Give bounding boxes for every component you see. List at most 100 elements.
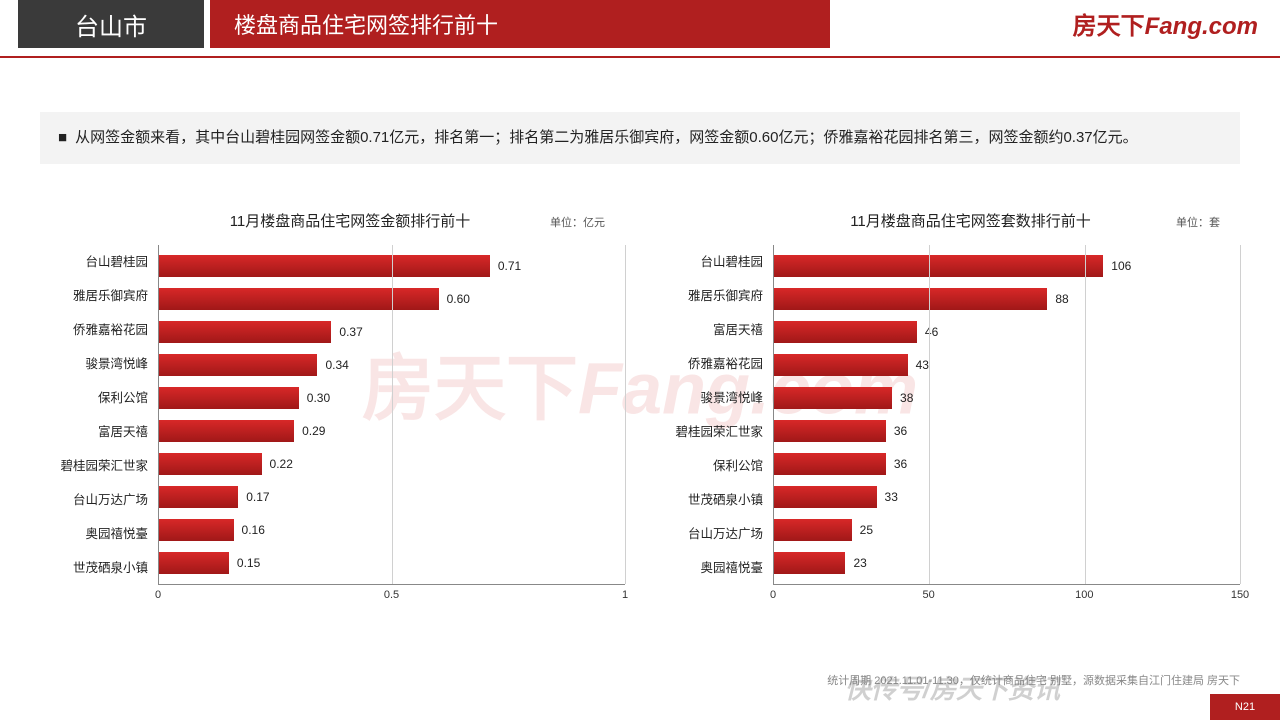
logo-cn: 房天下 xyxy=(1073,13,1145,40)
title-tab: 楼盘商品住宅网签排行前十 xyxy=(210,0,830,48)
xtick-label: 150 xyxy=(1231,589,1249,601)
bar xyxy=(159,519,234,541)
category-label: 碧桂园荣汇世家 xyxy=(655,418,763,446)
bar-value-label: 0.34 xyxy=(325,358,348,372)
bar-row: 33 xyxy=(774,483,1240,511)
bar xyxy=(159,453,262,475)
brand-logo: 房天下Fang.com xyxy=(1073,6,1258,41)
bar-row: 23 xyxy=(774,549,1240,577)
bar-value-label: 0.37 xyxy=(339,325,362,339)
city-tab: 台山市 xyxy=(18,0,204,48)
chart-right-ylabels: 台山碧桂园雅居乐御宾府富居天禧侨雅嘉裕花园骏景湾悦峰碧桂园荣汇世家保利公馆世茂硒… xyxy=(655,245,773,585)
bar xyxy=(774,255,1103,277)
bar xyxy=(774,420,886,442)
bottom-watermark: 快传号/房天下资讯 xyxy=(845,669,1060,706)
bar-row: 38 xyxy=(774,384,1240,412)
chart-left-bars-region: 0.710.600.370.340.300.290.220.170.160.15 xyxy=(158,245,625,585)
chart-right-unit: 单位：套 xyxy=(1176,214,1220,230)
summary-box: ■ 从网签金额来看，其中台山碧桂园网签金额0.71亿元，排名第一；排名第二为雅居乐… xyxy=(40,112,1240,164)
chart-left-plot: 台山碧桂园雅居乐御宾府侨雅嘉裕花园骏景湾悦峰保利公馆富居天禧碧桂园荣汇世家台山万… xyxy=(40,245,625,585)
category-label: 雅居乐御宾府 xyxy=(40,282,148,310)
bar-row: 36 xyxy=(774,450,1240,478)
bar-row: 43 xyxy=(774,351,1240,379)
bar-row: 25 xyxy=(774,516,1240,544)
chart-right-title: 11月楼盘商品住宅网签套数排行前十 xyxy=(765,210,1176,231)
chart-left-ylabels: 台山碧桂园雅居乐御宾府侨雅嘉裕花园骏景湾悦峰保利公馆富居天禧碧桂园荣汇世家台山万… xyxy=(40,245,158,585)
bar xyxy=(159,387,299,409)
bar-value-label: 38 xyxy=(900,391,913,405)
xtick-label: 0.5 xyxy=(384,589,399,601)
bar-value-label: 25 xyxy=(860,523,873,537)
chart-right-title-row: 11月楼盘商品住宅网签套数排行前十 单位：套 xyxy=(655,210,1240,231)
xtick-label: 100 xyxy=(1075,589,1093,601)
bar-value-label: 0.17 xyxy=(246,490,269,504)
category-label: 侨雅嘉裕花园 xyxy=(40,316,148,344)
logo-en: Fang.com xyxy=(1145,13,1258,40)
bar-value-label: 0.22 xyxy=(270,457,293,471)
bar xyxy=(774,321,917,343)
bar-value-label: 0.29 xyxy=(302,424,325,438)
category-label: 台山碧桂园 xyxy=(655,248,763,276)
bar xyxy=(774,387,892,409)
bar-value-label: 36 xyxy=(894,424,907,438)
gridline xyxy=(625,245,626,584)
bullet-icon: ■ xyxy=(58,129,67,146)
category-label: 保利公馆 xyxy=(40,384,148,412)
category-label: 雅居乐御宾府 xyxy=(655,282,763,310)
gridline xyxy=(392,245,393,584)
chart-right: 11月楼盘商品住宅网签套数排行前十 单位：套 台山碧桂园雅居乐御宾府富居天禧侨雅… xyxy=(655,210,1240,660)
category-label: 世茂硒泉小镇 xyxy=(655,486,763,514)
bar xyxy=(774,486,877,508)
summary-text: 从网签金额来看，其中台山碧桂园网签金额0.71亿元，排名第一；排名第二为雅居乐御… xyxy=(75,129,1138,146)
chart-left-title-row: 11月楼盘商品住宅网签金额排行前十 单位：亿元 xyxy=(40,210,625,231)
category-label: 台山万达广场 xyxy=(40,486,148,514)
category-label: 世茂硒泉小镇 xyxy=(40,554,148,582)
category-label: 保利公馆 xyxy=(655,452,763,480)
xtick-label: 0 xyxy=(155,589,161,601)
category-label: 奥园禧悦臺 xyxy=(40,520,148,548)
category-label: 骏景湾悦峰 xyxy=(655,384,763,412)
chart-right-bars: 106 88 46 43 38 36 36 33 25 23 xyxy=(774,245,1240,584)
bar xyxy=(159,321,331,343)
chart-left: 11月楼盘商品住宅网签金额排行前十 单位：亿元 台山碧桂园雅居乐御宾府侨雅嘉裕花… xyxy=(40,210,625,660)
chart-left-title: 11月楼盘商品住宅网签金额排行前十 xyxy=(150,210,550,231)
category-label: 侨雅嘉裕花园 xyxy=(655,350,763,378)
chart-right-xaxis: 050100150 xyxy=(773,585,1240,605)
bar xyxy=(159,255,490,277)
category-label: 富居天禧 xyxy=(40,418,148,446)
gridline xyxy=(929,245,930,584)
xtick-label: 1 xyxy=(622,589,628,601)
category-label: 富居天禧 xyxy=(655,316,763,344)
xtick-label: 50 xyxy=(923,589,935,601)
bar xyxy=(774,552,845,574)
charts-container: 11月楼盘商品住宅网签金额排行前十 单位：亿元 台山碧桂园雅居乐御宾府侨雅嘉裕花… xyxy=(40,210,1240,660)
bar-value-label: 36 xyxy=(894,457,907,471)
bar xyxy=(159,420,294,442)
bar xyxy=(159,288,439,310)
bar-value-label: 43 xyxy=(916,358,929,372)
bar-row: 106 xyxy=(774,252,1240,280)
bar xyxy=(159,552,229,574)
bar-value-label: 88 xyxy=(1055,292,1068,306)
bar xyxy=(774,519,852,541)
category-label: 台山万达广场 xyxy=(655,520,763,548)
bar-row: 36 xyxy=(774,417,1240,445)
bar xyxy=(159,486,238,508)
bar xyxy=(774,354,908,376)
gridline xyxy=(1240,245,1241,584)
xtick-label: 0 xyxy=(770,589,776,601)
bar xyxy=(774,453,886,475)
category-label: 骏景湾悦峰 xyxy=(40,350,148,378)
bar-value-label: 0.16 xyxy=(242,523,265,537)
bar-value-label: 23 xyxy=(853,556,866,570)
chart-right-plot: 台山碧桂园雅居乐御宾府富居天禧侨雅嘉裕花园骏景湾悦峰碧桂园荣汇世家保利公馆世茂硒… xyxy=(655,245,1240,585)
gridline xyxy=(1085,245,1086,584)
bar-value-label: 46 xyxy=(925,325,938,339)
chart-right-bars-region: 106 88 46 43 38 36 36 33 25 23 xyxy=(773,245,1240,585)
header-rule xyxy=(0,56,1280,58)
category-label: 奥园禧悦臺 xyxy=(655,554,763,582)
category-label: 碧桂园荣汇世家 xyxy=(40,452,148,480)
bar-value-label: 33 xyxy=(885,490,898,504)
bar-value-label: 0.60 xyxy=(447,292,470,306)
bar xyxy=(774,288,1047,310)
